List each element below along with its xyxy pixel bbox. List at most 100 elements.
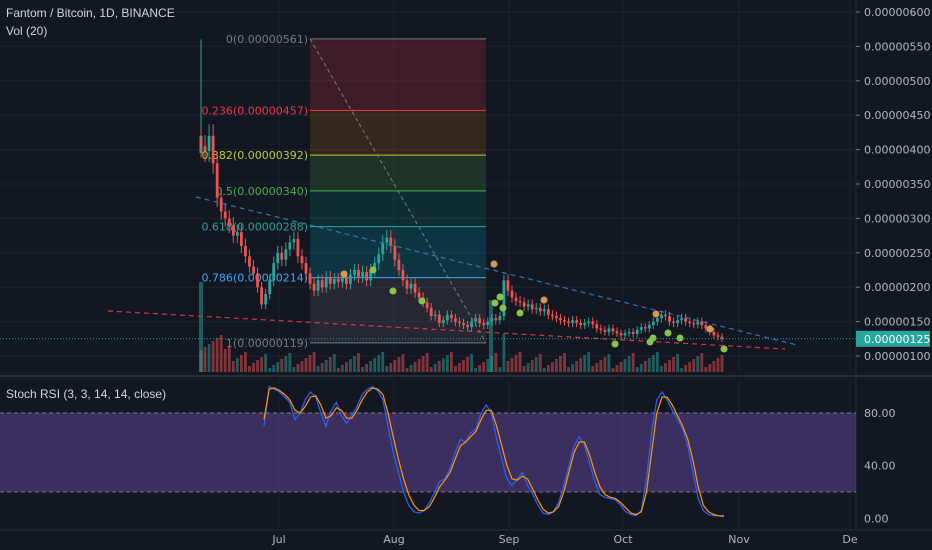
- candle-body: [320, 280, 324, 288]
- volume-bar: [308, 355, 312, 372]
- signal-dots: [340, 260, 728, 353]
- buy-signal-dot: [516, 309, 524, 317]
- fib-level-label: 0.382(0.00000392): [201, 149, 308, 162]
- volume-bar: [304, 358, 308, 372]
- trend-lines[interactable]: [107, 196, 798, 350]
- stoch-k-line: [263, 385, 725, 518]
- volume-bar: [264, 354, 268, 372]
- candle-body: [340, 276, 344, 282]
- candle-body: [308, 273, 312, 284]
- resistance-trendline: [195, 196, 798, 346]
- candle-body: [239, 232, 243, 246]
- volume-bar: [256, 360, 259, 372]
- candle-body: [280, 252, 284, 260]
- fibonacci-retracement[interactable]: 0(0.00000561) 0.236(0.00000457) 0.382(0.00…: [201, 33, 487, 350]
- volume-bar: [219, 335, 223, 372]
- volume-bar: [680, 368, 684, 372]
- buy-signal-dot: [664, 329, 672, 337]
- candle-body: [647, 325, 651, 329]
- price-axis[interactable]: 0.00000600 0.00000550 0.00000500 0.00000450…: [0, 6, 930, 546]
- candle-body: [429, 307, 433, 317]
- volume-bar: [643, 361, 647, 372]
- price-tick-label: 0.00000200: [864, 281, 930, 294]
- candle-body: [235, 232, 239, 236]
- candle-body: [587, 321, 591, 323]
- candle-body: [615, 331, 619, 334]
- volume-bar: [417, 359, 421, 372]
- sell-signal-dot: [490, 260, 498, 268]
- candle-body: [353, 270, 356, 275]
- candle-body: [611, 328, 615, 332]
- volume-bar: [571, 364, 574, 372]
- volume-bar: [619, 362, 623, 372]
- candle-body: [284, 249, 288, 260]
- candle-body: [385, 237, 389, 243]
- candle-body: [651, 321, 655, 326]
- candle-body: [296, 239, 300, 257]
- volume-bar: [555, 359, 558, 372]
- volume-bar: [344, 362, 348, 372]
- volume-bar: [647, 358, 651, 372]
- candle-body: [219, 197, 223, 212]
- volume-bar: [607, 354, 611, 372]
- fib-zone: [310, 110, 486, 156]
- stoch-tick-label: 40.00: [864, 460, 896, 473]
- volume-bar: [470, 354, 473, 372]
- candle-body: [276, 252, 280, 264]
- volume-bar: [336, 368, 340, 372]
- candle-body: [668, 316, 671, 322]
- volume-bar: [672, 357, 675, 372]
- stoch-legend[interactable]: Stoch RSI (3, 3, 14, 14, close): [6, 387, 167, 401]
- candle-body: [514, 297, 518, 301]
- volume-bar: [312, 352, 316, 372]
- candle-body: [591, 321, 595, 325]
- volume-bar: [712, 361, 716, 372]
- candle-body: [639, 327, 643, 330]
- candle-body: [405, 280, 409, 289]
- candle-body: [494, 318, 498, 321]
- candle-body: [676, 320, 679, 323]
- candle-body: [692, 322, 696, 325]
- volume-bar: [498, 367, 502, 372]
- candle-body: [441, 320, 445, 323]
- price-tick-label: 0.00000100: [864, 350, 930, 363]
- candle-body: [349, 274, 352, 284]
- volume-bar: [534, 357, 538, 372]
- candle-body: [627, 331, 631, 334]
- stoch-tick-label: 80.00: [864, 407, 896, 420]
- candle-body: [203, 146, 207, 151]
- candle-body: [389, 237, 393, 246]
- candle-body: [413, 283, 417, 293]
- candle-body: [482, 322, 486, 326]
- sell-signal-dot: [652, 310, 660, 318]
- volume-bar: [563, 353, 566, 372]
- volume-bar: [623, 359, 627, 372]
- candle-body: [199, 140, 203, 147]
- volume-bar: [688, 362, 692, 372]
- volume-bar: [369, 361, 373, 372]
- volume-bar: [510, 358, 514, 372]
- candle-series[interactable]: [199, 39, 724, 343]
- volume-bar: [227, 346, 231, 372]
- price-tick-label: 0.00000350: [864, 178, 930, 191]
- candle-body: [373, 263, 377, 270]
- candle-body: [223, 211, 227, 219]
- volume-bar: [373, 358, 377, 372]
- volume-bar: [203, 347, 207, 372]
- volume-bar: [664, 363, 667, 372]
- volume-bar: [300, 361, 304, 372]
- candle-body: [332, 278, 336, 284]
- candle-body: [215, 163, 219, 198]
- volume-bar: [365, 364, 368, 372]
- candle-body: [381, 242, 385, 255]
- symbol-legend[interactable]: Fantom / Bitcoin, 1D, BINANCE: [6, 6, 175, 20]
- fib-level-label: 1(0.00000119): [226, 337, 308, 350]
- candle-body: [478, 318, 482, 323]
- candle-body: [583, 322, 587, 326]
- volume-legend[interactable]: Vol (20): [6, 24, 48, 38]
- candle-body: [688, 321, 692, 323]
- volume-bar: [514, 355, 518, 372]
- candle-body: [720, 336, 724, 339]
- volume-bar: [296, 364, 300, 372]
